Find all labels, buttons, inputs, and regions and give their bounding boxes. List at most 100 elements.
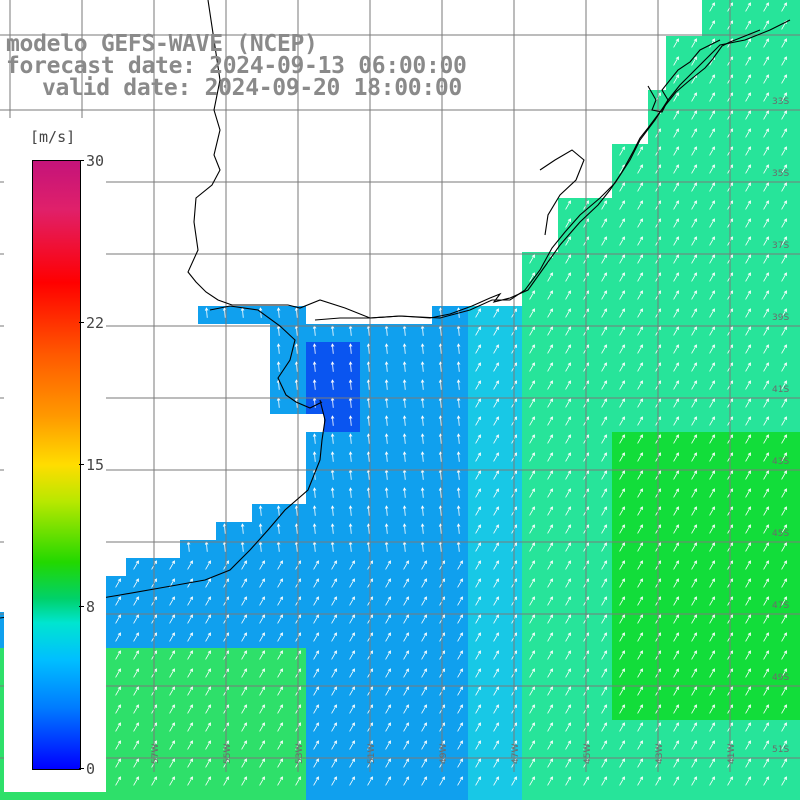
wind-arrow (709, 200, 715, 210)
wind-arrow (565, 398, 571, 408)
wind-arrow (691, 650, 697, 660)
wind-arrow (547, 560, 553, 570)
wind-arrow (529, 272, 535, 282)
wind-arrow (277, 560, 283, 570)
wind-arrow (691, 470, 697, 480)
wind-arrow (745, 200, 751, 210)
wind-arrow (673, 38, 679, 48)
wind-arrow (475, 308, 481, 318)
wind-arrow (294, 379, 299, 390)
wind-arrow (781, 488, 787, 498)
wind-arrow (312, 361, 317, 372)
wind-arrow (781, 416, 787, 426)
wind-arrow (223, 776, 229, 786)
wind-arrow (438, 361, 443, 372)
wind-arrow (313, 758, 319, 768)
wind-speed-cell (792, 234, 800, 252)
wind-arrow (366, 433, 371, 444)
wind-speed-cell (792, 792, 800, 800)
wind-arrow (673, 146, 679, 156)
wind-arrow (781, 218, 787, 228)
wind-arrow (619, 434, 625, 444)
wind-arrow (673, 290, 679, 300)
wind-arrow (673, 740, 679, 750)
wind-arrow (402, 415, 407, 426)
colorbar-tick-label: 15 (86, 456, 105, 474)
wind-arrow (601, 542, 607, 552)
wind-arrow (313, 596, 319, 606)
wind-arrow (781, 650, 787, 660)
wind-arrow (276, 361, 281, 372)
longitude-label: 45W (583, 744, 593, 764)
colorbar-unit: [m/s] (30, 128, 76, 146)
wind-arrow (565, 218, 571, 228)
wind-speed-cell (792, 612, 800, 630)
wind-speed-cell (792, 216, 800, 234)
wind-arrow (619, 632, 625, 642)
wind-arrow (457, 596, 463, 606)
wind-speed-cell (630, 792, 648, 800)
wind-arrow (745, 560, 751, 570)
wind-arrow (493, 704, 499, 714)
wind-arrow (385, 686, 391, 696)
wind-arrow (637, 326, 643, 336)
wind-arrow (601, 578, 607, 588)
wind-arrow (745, 758, 751, 768)
wind-arrow (547, 506, 553, 516)
wind-arrow (619, 326, 625, 336)
wind-arrow (691, 416, 697, 426)
wind-speed-cell (36, 792, 54, 800)
wind-arrow (493, 524, 499, 534)
wind-arrow (330, 451, 335, 462)
longitude-label: 49W (439, 744, 449, 764)
wind-speed-cell (792, 576, 800, 594)
wind-arrow (475, 416, 481, 426)
wind-arrow (259, 758, 265, 768)
wind-arrow (673, 542, 679, 552)
wind-arrow (709, 182, 715, 192)
wind-arrow (547, 272, 553, 282)
wind-arrow (601, 524, 607, 534)
wind-arrow (709, 218, 715, 228)
wind-arrow (259, 722, 265, 732)
wind-arrow (601, 560, 607, 570)
wind-arrow (438, 415, 443, 426)
wind-speed-cell (306, 792, 324, 800)
wind-arrow (565, 326, 571, 336)
wind-arrow (529, 308, 535, 318)
wind-arrow (691, 38, 697, 48)
wind-arrow (456, 361, 461, 372)
wind-arrow (745, 290, 751, 300)
wind-arrow (420, 505, 425, 516)
wind-arrow (384, 415, 389, 426)
wind-arrow (385, 560, 391, 570)
wind-arrow (763, 362, 769, 372)
wind-arrow (709, 740, 715, 750)
wind-arrow (439, 776, 445, 786)
wind-speed-cell (162, 792, 180, 800)
wind-arrow (402, 343, 407, 354)
wind-arrow (565, 488, 571, 498)
wind-speed-cell (18, 792, 36, 800)
wind-arrow (366, 523, 371, 534)
wind-arrow (673, 344, 679, 354)
wind-arrow (547, 524, 553, 534)
wind-arrow (421, 632, 427, 642)
wind-arrow (709, 92, 715, 102)
wind-speed-cell (792, 540, 800, 558)
wind-arrow (456, 523, 461, 534)
wind-arrow (745, 578, 751, 588)
wind-arrow (205, 686, 211, 696)
wind-arrow (529, 362, 535, 372)
wind-speed-cell (234, 792, 252, 800)
wind-arrow (366, 379, 371, 390)
wind-arrow (745, 542, 751, 552)
wind-arrow (691, 614, 697, 624)
wind-arrow (619, 506, 625, 516)
wind-arrow (619, 236, 625, 246)
wind-arrow (565, 362, 571, 372)
wind-arrow (277, 668, 283, 678)
wind-arrow (402, 487, 407, 498)
coast-uruguay-inner (314, 29, 761, 321)
wind-arrow (385, 740, 391, 750)
